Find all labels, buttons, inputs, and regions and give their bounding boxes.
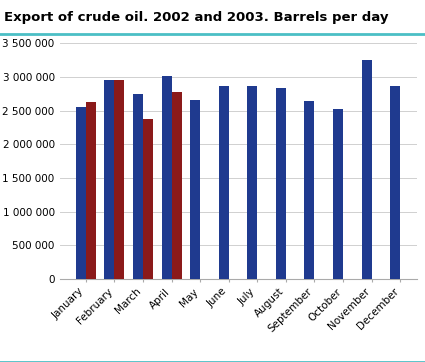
Bar	[276, 88, 286, 279]
Bar	[219, 86, 229, 279]
Bar	[304, 101, 314, 279]
Bar	[86, 102, 96, 279]
Bar	[172, 92, 181, 279]
Bar	[333, 109, 343, 279]
Bar	[114, 80, 125, 279]
Bar	[247, 86, 257, 279]
Bar	[362, 60, 372, 279]
Bar	[133, 94, 143, 279]
Bar	[143, 119, 153, 279]
Bar	[390, 86, 400, 279]
Bar	[104, 80, 114, 279]
Bar	[162, 76, 172, 279]
Bar	[76, 107, 86, 279]
Text: Export of crude oil. 2002 and 2003. Barrels per day: Export of crude oil. 2002 and 2003. Barr…	[4, 11, 389, 24]
Bar	[190, 100, 200, 279]
